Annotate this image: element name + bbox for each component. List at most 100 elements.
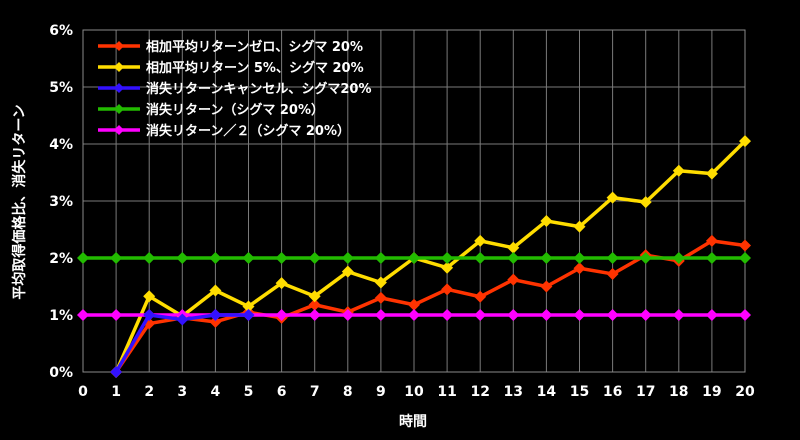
x-axis-ticks: 0 1 2 3 4 5 6 7 8 9 10 11 12 13 14 15 16 17 18 19 20 <box>78 384 755 400</box>
data-point <box>540 252 553 264</box>
y-tick-label: 2% <box>49 251 73 267</box>
data-point <box>739 252 751 264</box>
data-point <box>739 309 751 321</box>
data-point <box>606 267 619 280</box>
data-point <box>374 291 387 304</box>
x-tick-label: 19 <box>702 384 721 400</box>
data-point <box>77 309 89 321</box>
data-point <box>143 309 156 321</box>
x-tick-label: 4 <box>211 384 221 400</box>
data-point <box>275 309 288 321</box>
legend-swatch-marker <box>114 125 124 135</box>
data-point <box>474 252 487 264</box>
x-tick-label: 7 <box>310 384 320 400</box>
x-tick-label: 13 <box>504 384 523 400</box>
data-point <box>573 220 586 233</box>
data-point <box>672 164 685 177</box>
x-tick-label: 20 <box>735 384 755 400</box>
data-point <box>540 309 553 321</box>
data-point <box>408 298 420 311</box>
data-point <box>507 273 520 286</box>
data-point <box>540 280 553 293</box>
legend-label: 相加平均リターンゼロ、シグマ 20% <box>146 39 363 55</box>
series-lines <box>77 135 751 378</box>
legend-item: 消失リターン（シグマ 20%） <box>98 102 324 118</box>
data-point <box>441 261 454 274</box>
data-point <box>739 135 751 148</box>
data-point <box>507 309 520 321</box>
legend-item: 相加平均リターン 5%、シグマ 20% <box>98 60 364 76</box>
series-2 <box>110 309 255 378</box>
data-point <box>374 252 387 264</box>
legend-swatch-marker <box>114 41 124 51</box>
data-point <box>209 315 222 328</box>
data-point <box>308 298 321 311</box>
legend-label: 消失リターン／２（シグマ 20%） <box>146 123 350 139</box>
data-point <box>441 309 454 321</box>
legend-label: 消失リターン（シグマ 20%） <box>146 102 324 118</box>
data-point <box>176 313 189 326</box>
data-point <box>308 309 321 321</box>
data-point <box>474 309 487 321</box>
y-tick-label: 3% <box>49 194 73 210</box>
data-point <box>110 252 123 264</box>
plot-border <box>82 29 746 373</box>
data-point <box>606 252 619 264</box>
data-point <box>639 252 652 264</box>
data-point <box>374 276 387 289</box>
data-point <box>408 309 420 321</box>
data-point <box>507 241 520 254</box>
data-point <box>606 309 619 321</box>
data-point <box>573 252 586 264</box>
x-tick-label: 8 <box>343 384 353 400</box>
data-point <box>540 214 553 227</box>
data-point <box>275 252 288 264</box>
y-tick-label: 4% <box>49 137 73 153</box>
x-tick-label: 14 <box>537 384 557 400</box>
data-point <box>242 252 255 264</box>
x-axis-title: 時間 <box>399 413 427 430</box>
data-point <box>110 366 123 378</box>
data-point <box>705 252 718 264</box>
x-tick-label: 1 <box>111 384 121 400</box>
data-point <box>474 234 487 247</box>
data-point <box>341 252 354 264</box>
y-tick-label: 5% <box>49 80 73 96</box>
x-tick-label: 18 <box>669 384 688 400</box>
data-point <box>474 290 487 303</box>
data-point <box>639 196 652 209</box>
data-point <box>672 252 685 264</box>
data-point <box>209 252 222 264</box>
data-point <box>639 309 652 321</box>
series-line <box>114 239 746 373</box>
series-line <box>114 139 747 373</box>
data-point <box>176 252 189 264</box>
data-point <box>110 309 123 321</box>
data-point <box>573 262 586 275</box>
legend: 相加平均リターンゼロ、シグマ 20% 相加平均リターン 5%、シグマ 20% 消失リ… <box>98 39 371 139</box>
data-point <box>408 252 420 264</box>
data-point <box>143 290 156 303</box>
legend-swatch-marker <box>114 83 124 93</box>
data-point <box>705 234 718 247</box>
legend-item: 消失リターン／２（シグマ 20%） <box>98 123 350 139</box>
x-tick-label: 6 <box>277 384 287 400</box>
x-tick-label: 17 <box>636 384 655 400</box>
x-tick-label: 15 <box>570 384 589 400</box>
legend-label: 消失リターンキャンセル、シグマ20% <box>146 81 371 97</box>
x-tick-label: 11 <box>437 384 456 400</box>
legend-item: 消失リターンキャンセル、シグマ20% <box>98 81 371 97</box>
data-point <box>374 309 387 321</box>
data-point <box>441 283 454 296</box>
series-1 <box>110 135 751 378</box>
data-point <box>242 309 255 321</box>
x-tick-label: 9 <box>376 384 386 400</box>
legend-item: 相加平均リターンゼロ、シグマ 20% <box>98 39 363 55</box>
legend-swatch-marker <box>114 62 124 72</box>
legend-label: 相加平均リターン 5%、シグマ 20% <box>146 60 364 76</box>
y-tick-label: 6% <box>49 23 73 39</box>
x-tick-label: 0 <box>78 384 88 400</box>
data-point <box>143 252 156 264</box>
